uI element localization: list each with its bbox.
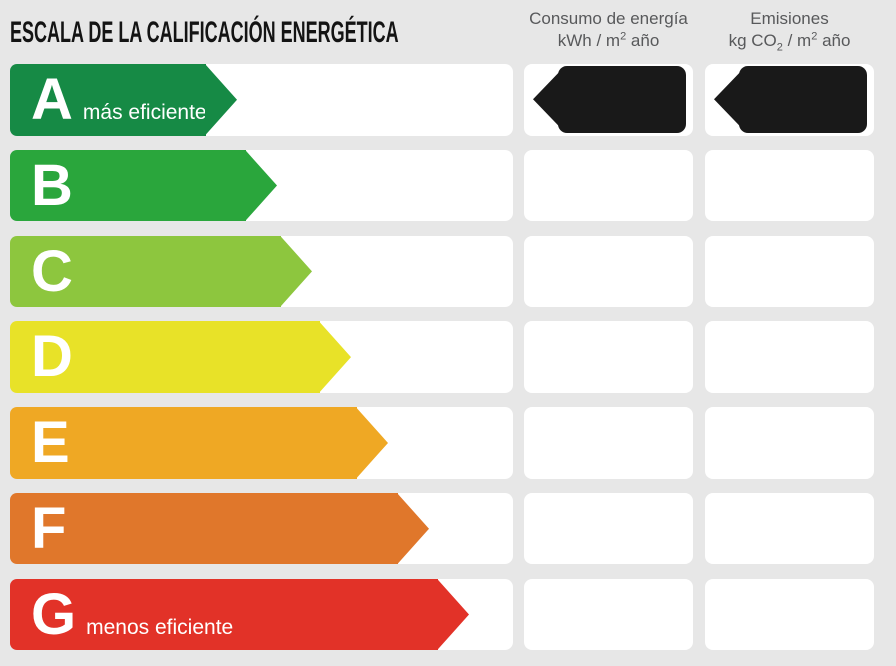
rating-letter: D: [31, 324, 73, 390]
rating-arrow: G menos eficiente: [10, 578, 469, 651]
consumption-cell: [524, 64, 693, 136]
rating-note: menos eficiente: [86, 615, 234, 639]
rating-letter: E: [31, 410, 70, 476]
rating-arrow-body: G menos eficiente: [10, 578, 438, 651]
rating-arrow-tip-icon: [319, 321, 351, 393]
rating-arrow: C: [10, 235, 312, 308]
rating-arrow: E: [10, 407, 388, 479]
emissions-cell: [705, 64, 874, 136]
consumo-badge: [533, 66, 686, 133]
emissions-header-units: kg CO2 / m2 año: [728, 30, 851, 54]
rating-arrow-tip-icon: [356, 407, 388, 479]
emissions-cell: [705, 492, 874, 565]
rating-row: B: [0, 149, 896, 222]
rating-arrow-body: C: [10, 235, 281, 308]
consumption-cell: [524, 578, 693, 651]
rating-row: F: [0, 492, 896, 565]
badge-value-box: [739, 66, 867, 133]
badge-value-box: [558, 66, 686, 133]
emissions-cell: [705, 407, 874, 479]
consumption-header-line1: Consumo de energía: [529, 9, 688, 28]
rating-arrow-body: F: [10, 492, 398, 565]
consumption-cell: [524, 321, 693, 393]
consumption-column-header: Consumo de energía kWh / m2 año: [524, 8, 693, 53]
rating-arrow: F: [10, 492, 429, 565]
rating-row: A más eficiente: [0, 64, 896, 136]
consumption-header-units: kWh / m2 año: [557, 30, 660, 51]
rating-row: E: [0, 407, 896, 479]
emisiones-badge: [714, 66, 867, 133]
rating-arrow-body: A más eficiente: [10, 64, 207, 136]
page-title: ESCALA DE LA CALIFICACIÓN ENERGÉTICA: [10, 16, 399, 49]
emissions-cell: [705, 235, 874, 308]
scale-rows: A más eficiente B: [0, 64, 896, 651]
rating-arrow-tip-icon: [397, 492, 429, 565]
rating-arrow: B: [10, 149, 277, 222]
consumption-cell: [524, 235, 693, 308]
emissions-cell: [705, 578, 874, 651]
rating-arrow: A más eficiente: [10, 64, 237, 136]
emissions-cell: [705, 321, 874, 393]
emissions-header-line1: Emisiones: [750, 9, 829, 28]
rating-letter: C: [31, 238, 73, 304]
rating-letter: A: [31, 67, 73, 132]
rating-arrow-tip-icon: [280, 235, 312, 308]
rating-arrow-tip-icon: [245, 149, 277, 222]
rating-letter: B: [31, 152, 73, 218]
rating-arrow-body: D: [10, 321, 320, 393]
consumption-cell: [524, 149, 693, 222]
rating-row: C: [0, 235, 896, 308]
rating-note: más eficiente: [82, 101, 207, 124]
rating-arrow: D: [10, 321, 351, 393]
rating-arrow-tip-icon: [205, 64, 237, 136]
rating-row: G menos eficiente: [0, 578, 896, 651]
rating-row: D: [0, 321, 896, 393]
consumption-cell: [524, 407, 693, 479]
consumption-cell: [524, 492, 693, 565]
rating-letter: F: [31, 495, 67, 561]
rating-arrow-tip-icon: [437, 578, 469, 651]
emissions-column-header: Emisiones kg CO2 / m2 año: [705, 8, 874, 53]
emissions-cell: [705, 149, 874, 222]
rating-arrow-body: B: [10, 149, 246, 222]
rating-letter: G: [31, 581, 77, 647]
rating-arrow-body: E: [10, 407, 357, 479]
